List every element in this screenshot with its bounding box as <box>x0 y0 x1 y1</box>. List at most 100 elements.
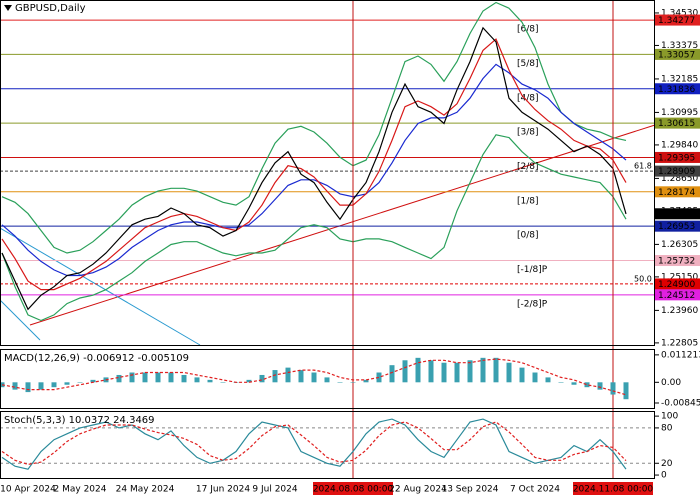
macd-bar <box>194 377 200 383</box>
macd-bar <box>285 367 291 383</box>
series-line <box>1 358 627 396</box>
panel-title: Stoch(5,3,3) 10.0372 24.3469 <box>4 415 155 426</box>
panel-title: GBPUSD,Daily <box>15 3 86 14</box>
x-tick-label: 22 Aug 2024 <box>389 485 447 495</box>
macd-bar <box>90 379 96 383</box>
macd-bar <box>532 372 538 383</box>
y-tick-label: -0.008451 <box>661 398 700 408</box>
level-label: 1.26953 <box>658 222 695 232</box>
level-box <box>655 186 700 198</box>
level-tag: [-2/8]P <box>517 299 548 309</box>
macd-bar <box>558 382 564 383</box>
macd-bar <box>610 382 616 395</box>
level-box <box>655 83 700 95</box>
level-label: 1.28174 <box>658 188 695 198</box>
series-line <box>1 418 627 470</box>
level-tag: [-1/8]P <box>517 265 548 275</box>
panel-title: MACD(12,26,9) -0.006912 -0.005109 <box>4 353 189 364</box>
macd-bar <box>571 382 577 385</box>
macd-bar <box>480 357 486 383</box>
level-label: 1.30615 <box>658 119 695 129</box>
x-tick-label: 17 Jun 2024 <box>196 485 250 495</box>
macd-bar <box>363 379 369 383</box>
level-tag: [5/8] <box>517 59 539 69</box>
x-tick-label: 2 May 2024 <box>54 485 107 495</box>
y-tick-label: 1.34530 <box>661 8 698 18</box>
macd-bar <box>168 372 174 383</box>
level-box <box>655 48 700 60</box>
macd-bar <box>12 382 18 390</box>
macd-bar <box>155 372 161 383</box>
macd-bar <box>207 379 213 383</box>
macd-bar <box>116 374 122 383</box>
level-tag: [6/8] <box>517 25 539 35</box>
fib-tag: 50.0 <box>634 274 652 283</box>
series-line <box>1 134 627 322</box>
macd-bar <box>38 382 44 390</box>
macd-bar <box>506 362 512 383</box>
panel-frames <box>0 0 655 479</box>
macd-bar <box>402 360 408 383</box>
macd-bar <box>220 382 226 383</box>
stoch-frame <box>0 411 655 479</box>
level-box <box>655 117 700 129</box>
date-highlight <box>573 482 653 495</box>
y-tick-label: 1.28650 <box>661 174 698 184</box>
y-tick-label: 1.23960 <box>661 306 698 316</box>
level-label: 1.31836 <box>658 85 695 95</box>
macd-bar <box>142 372 148 383</box>
level-label: 1.34277 <box>658 16 695 26</box>
y-tick-label: 1.32185 <box>661 74 698 84</box>
title-icon <box>4 5 12 11</box>
macd-bar <box>454 362 460 383</box>
x-tick-label: 24 May 2024 <box>116 485 175 495</box>
trendlines <box>0 124 656 346</box>
macd-bar <box>376 372 382 383</box>
level-label: 1.33057 <box>658 50 695 60</box>
y-tick-label: 100 <box>661 412 678 422</box>
level-tag: [4/8] <box>517 93 539 103</box>
x-tick-label: 2024.08.08 00:00 <box>313 485 394 495</box>
level-box <box>655 255 700 267</box>
macd-bar <box>298 370 304 383</box>
level-label: 1.24900 <box>658 280 695 290</box>
x-tick-label: 2024.11.08 00:00 <box>573 485 654 495</box>
trendline <box>0 299 41 341</box>
macd-bar <box>545 377 551 383</box>
level-tag: [3/8] <box>517 128 539 138</box>
date-highlight <box>313 482 393 495</box>
level-box <box>655 14 700 26</box>
macd-bar <box>584 382 590 388</box>
macd-bar <box>337 382 343 383</box>
level-box <box>655 289 700 301</box>
y-tick-label: 1.33375 <box>661 41 698 51</box>
macd-bar <box>428 360 434 383</box>
level-box <box>655 165 700 177</box>
macd-bar <box>519 367 525 383</box>
y-tick-label: 20 <box>661 459 673 469</box>
macd-bar <box>350 382 356 383</box>
macd-bar <box>259 374 265 383</box>
series-line <box>1 1 627 254</box>
level-tag: [1/8] <box>517 196 539 206</box>
macd-bar <box>25 382 31 393</box>
macd-bar <box>597 382 603 390</box>
level-tag: [0/8] <box>517 231 539 241</box>
macd-bar <box>64 382 70 385</box>
y-tick-label: 1.22805 <box>661 338 698 348</box>
macd-bar <box>493 357 499 383</box>
macd-bar <box>246 379 252 383</box>
macd-bar <box>77 382 83 383</box>
macd-bar <box>415 357 421 383</box>
y-tick-label: 0 <box>661 471 667 481</box>
x-tick-label: 13 Sep 2024 <box>441 485 498 495</box>
x-tick-label: 10 Apr 2024 <box>0 485 56 495</box>
level-label: 1.24512 <box>658 291 695 301</box>
level-label: 1.29395 <box>658 153 695 163</box>
level-box <box>655 208 700 220</box>
level-label: 1.28909 <box>658 167 695 177</box>
level-tag: [2/8] <box>517 162 539 172</box>
x-tick-label: 9 Jul 2024 <box>252 485 297 495</box>
macd-bar <box>389 365 395 383</box>
